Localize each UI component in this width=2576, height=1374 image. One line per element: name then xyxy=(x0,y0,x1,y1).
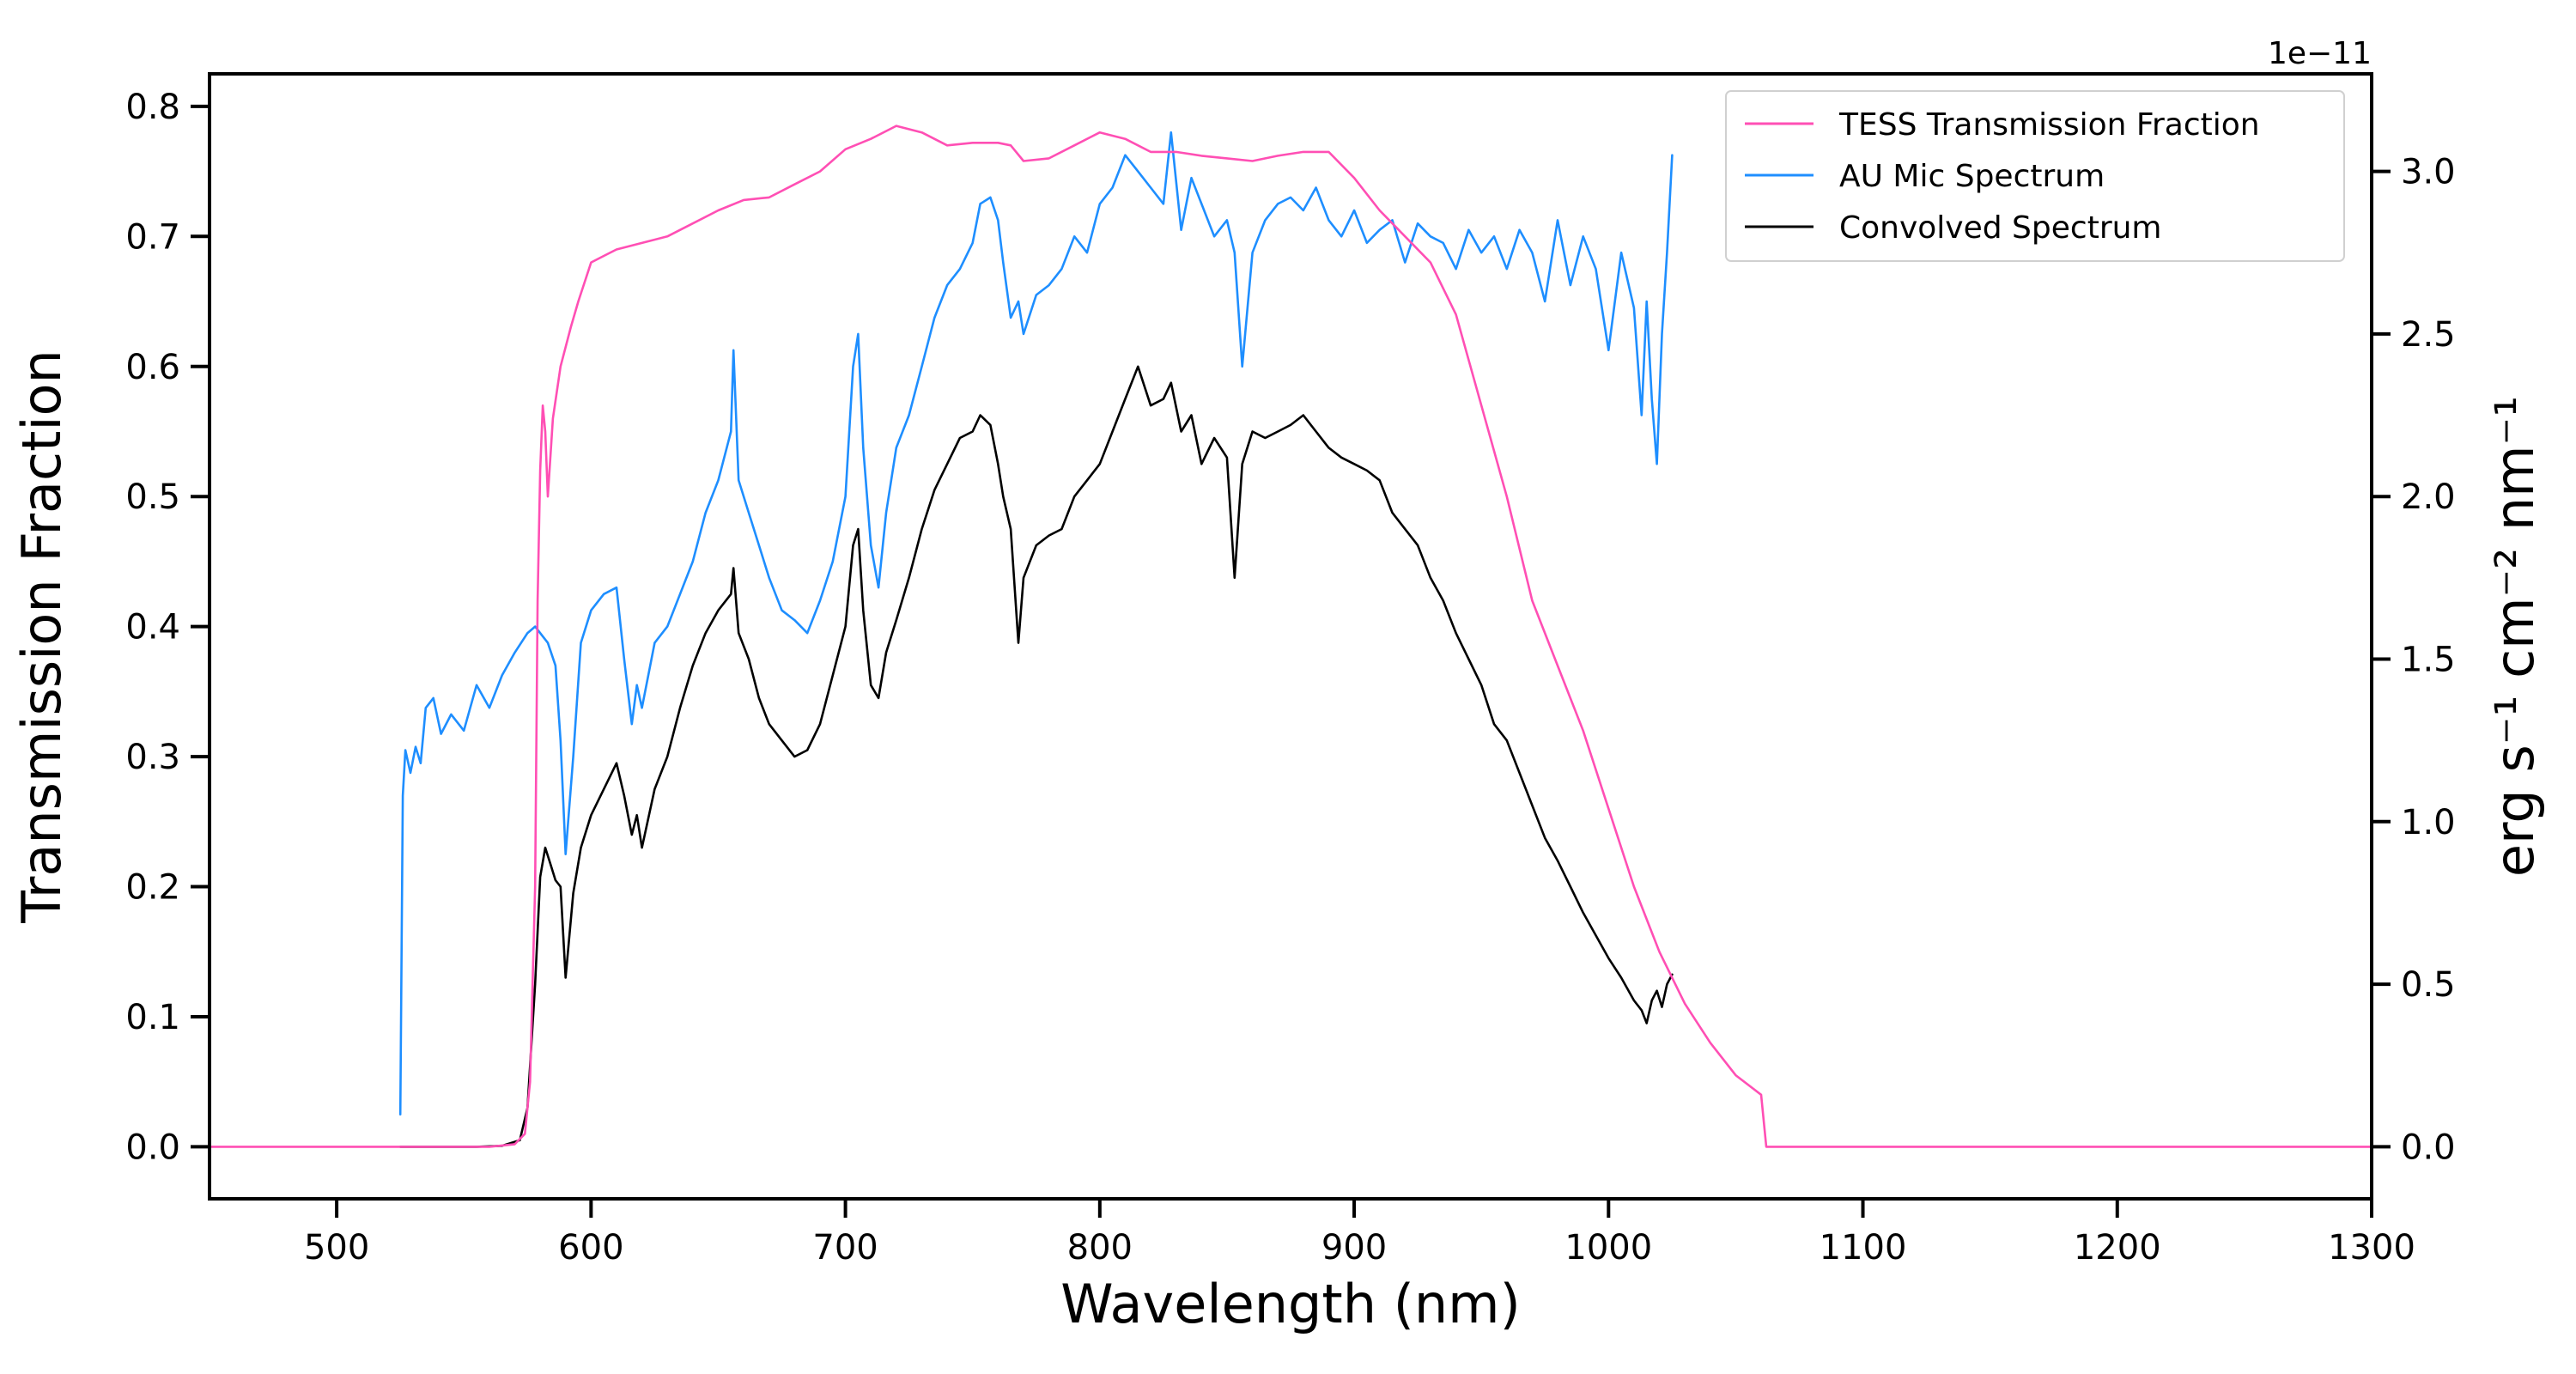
x-tick-label: 1000 xyxy=(1564,1228,1652,1268)
right-axis-offset-label: 1e−11 xyxy=(2268,36,2372,71)
right-y-tick-label: 3.0 xyxy=(2401,153,2456,192)
left-y-tick-label: 0.8 xyxy=(125,88,180,127)
right-y-tick-label: 0.0 xyxy=(2401,1128,2456,1167)
left-y-tick-label: 0.1 xyxy=(125,998,180,1037)
left-y-tick-label: 0.6 xyxy=(125,348,180,387)
left-y-tick-label: 0.0 xyxy=(125,1128,180,1167)
legend-label: Convolved Spectrum xyxy=(1839,210,2162,246)
legend-label: TESS Transmission Fraction xyxy=(1838,107,2260,143)
plot-frame xyxy=(208,72,2373,1201)
x-tick-label: 600 xyxy=(558,1228,623,1268)
x-tick-label: 800 xyxy=(1067,1228,1133,1268)
series-line-au-mic-spectrum xyxy=(398,131,1674,1116)
x-axis-title: Wavelength (nm) xyxy=(1060,1273,1521,1335)
legend: TESS Transmission Fraction AU Mic Spectru… xyxy=(1725,90,2345,262)
left-y-tick-label: 0.2 xyxy=(125,868,180,908)
legend-box xyxy=(1725,90,2345,262)
series-line-convolved-spectrum xyxy=(398,365,1674,1148)
x-tick-label: 500 xyxy=(304,1228,369,1268)
legend-label: AU Mic Spectrum xyxy=(1839,159,2105,194)
x-tick-label: 900 xyxy=(1321,1228,1387,1268)
right-y-tick-label: 2.0 xyxy=(2401,477,2456,517)
left-y-tick-label: 0.3 xyxy=(125,738,180,777)
right-y-axis-title: erg s⁻¹ cm⁻² nm⁻¹ xyxy=(2483,396,2546,877)
x-tick-label: 700 xyxy=(812,1228,878,1268)
series-layer xyxy=(208,125,2373,1148)
right-y-tick-label: 0.5 xyxy=(2401,965,2456,1005)
axes-layer xyxy=(208,72,2373,1201)
right-y-tick-label: 1.5 xyxy=(2401,641,2456,680)
left-y-tick-label: 0.5 xyxy=(125,477,180,517)
left-y-axis-title: Transmission Fraction xyxy=(10,350,73,924)
x-tick-label: 1200 xyxy=(2074,1228,2161,1268)
x-tick-label: 1300 xyxy=(2328,1228,2415,1268)
ticks-layer: 500 600 700 800 900 1000 1100 1200 1300 0.0 0.1 0.2… xyxy=(125,88,2455,1268)
left-y-tick-label: 0.4 xyxy=(125,608,180,647)
left-y-tick-label: 0.7 xyxy=(125,217,180,257)
x-tick-label: 1100 xyxy=(1820,1228,1907,1268)
right-y-tick-label: 2.5 xyxy=(2401,315,2456,355)
series-line-tess-transmission-fraction xyxy=(208,125,2373,1148)
right-y-tick-label: 1.0 xyxy=(2401,803,2456,842)
